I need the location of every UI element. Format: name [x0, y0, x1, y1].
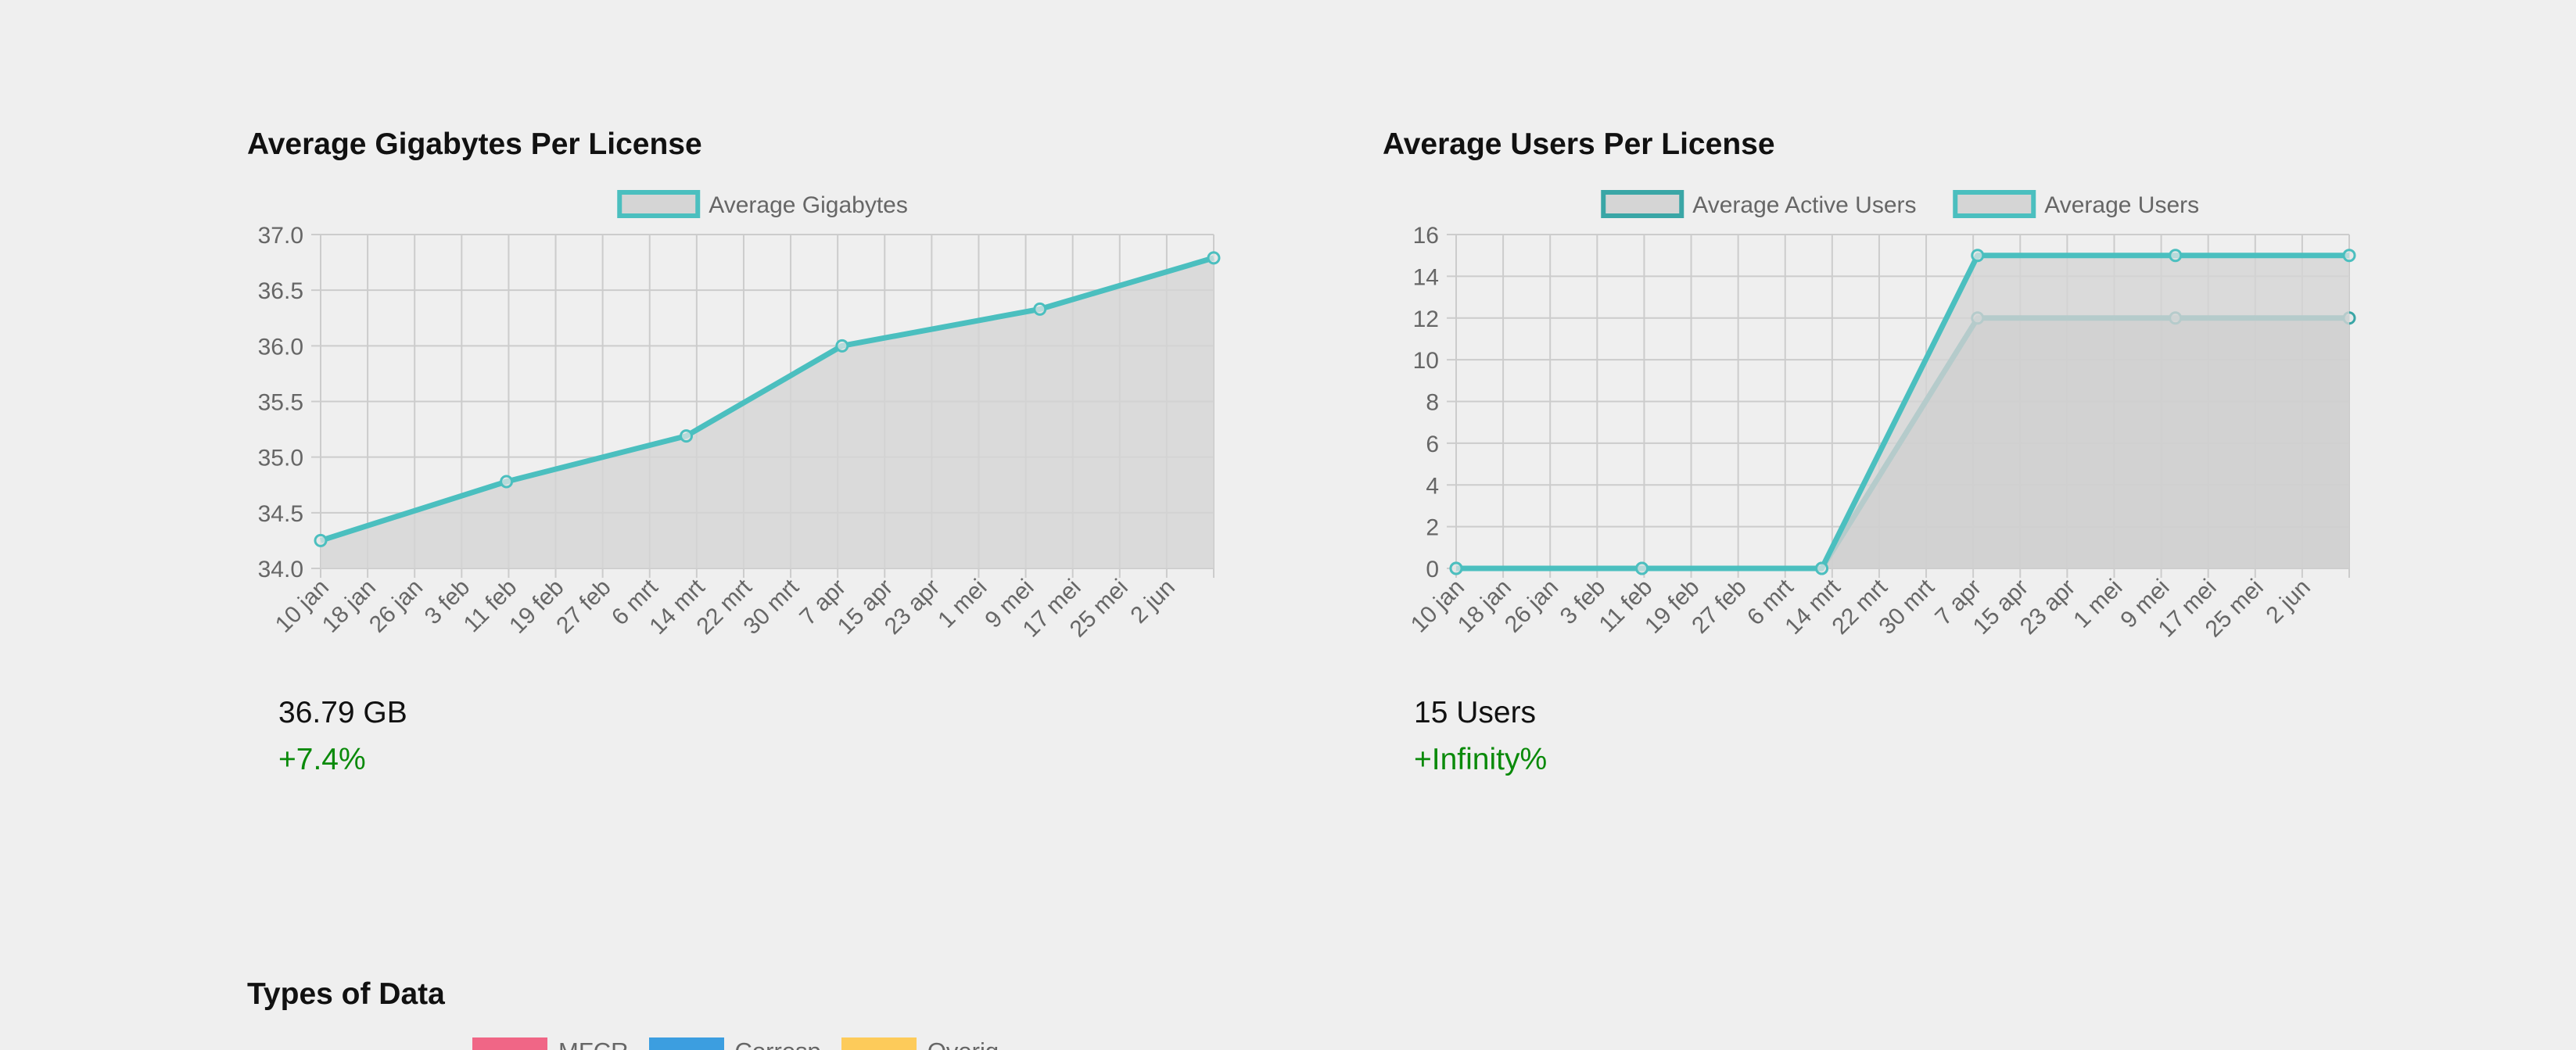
- users-y-tick-label: 4: [1426, 473, 1439, 499]
- gigabytes-y-tick-label: 36.5: [258, 278, 303, 304]
- types-of-data-title: Types of Data: [247, 977, 445, 1011]
- users-x-tick-label: 30 mrt: [1875, 574, 1940, 640]
- legend-swatch-average-active-users: [1601, 190, 1684, 218]
- users-x-tick-label: 1 mei: [2068, 575, 2127, 633]
- users-y-tick-label: 0: [1426, 557, 1439, 582]
- users-y-tick-label: 8: [1426, 390, 1439, 416]
- gigabytes-x-tick-label: 1 mei: [933, 575, 992, 633]
- users-x-tick-label: 18 jan: [1453, 575, 1516, 638]
- users-x-tick-label: 2 jun: [2262, 575, 2316, 629]
- users-y-axis: 0 2 4 6 8 10 12 14 16: [1413, 223, 1439, 582]
- gigabytes-x-tick-label: 2 jun: [1126, 575, 1180, 629]
- users-x-tick-label: 27 feb: [1687, 575, 1751, 639]
- legend-item-overig[interactable]: Overig: [841, 1037, 999, 1050]
- users-y-tick-label: 2: [1426, 515, 1439, 541]
- data-point[interactable]: [1971, 249, 1985, 263]
- gigabytes-chart-panel: Average Gigabytes Per License Average Gi…: [235, 0, 1329, 860]
- gigabytes-y-axis: 34.0 34.5 35.0 35.5 36.0 36.5 37.0: [258, 223, 303, 582]
- series-line-average-users: [1456, 253, 2349, 572]
- legend-swatch-corresp: [648, 1037, 724, 1050]
- gigabytes-current-value: 36.79 GB: [278, 696, 407, 729]
- gigabytes-x-tick-label: 30 mrt: [739, 574, 805, 640]
- legend-item-average-users[interactable]: Average Users: [1953, 190, 2199, 218]
- types-of-data-section: Types of Data MFCR Corresp Overig: [247, 977, 1342, 1050]
- legend-swatch-average-users: [1953, 190, 2036, 218]
- gigabytes-legend: Average Gigabytes: [617, 190, 908, 218]
- gigabytes-x-tick-label: 26 jan: [364, 575, 428, 638]
- data-point[interactable]: [1815, 561, 1829, 575]
- users-x-tick-label: 10 jan: [1406, 575, 1469, 638]
- data-point[interactable]: [2169, 249, 2183, 263]
- series-average-users: [1449, 249, 2356, 575]
- gigabytes-y-tick-label: 35.5: [258, 390, 303, 416]
- data-point[interactable]: [835, 339, 849, 353]
- legend-label-corresp: Corresp: [735, 1037, 821, 1050]
- users-y-tick-label: 6: [1426, 432, 1439, 457]
- users-y-tick-label: 10: [1413, 348, 1439, 374]
- gigabytes-change-percent: +7.4%: [278, 743, 366, 776]
- legend-item-average-gigabytes[interactable]: Average Gigabytes: [617, 190, 908, 218]
- gigabytes-line-chart: Average Gigabytes 34.0 34.5 35.0 35.5 36.0 36.…: [258, 190, 1221, 643]
- legend-label-overig: Overig: [927, 1037, 999, 1050]
- users-y-tick-label: 16: [1413, 223, 1439, 249]
- types-of-data-legend: MFCR Corresp Overig: [472, 1037, 999, 1050]
- users-line-chart: Average Active Users Average Users 0 2 4 6 8 10…: [1406, 190, 2356, 643]
- gigabytes-x-tick-label: 27 feb: [551, 575, 615, 639]
- series-line-average-gigabytes: [319, 255, 1214, 543]
- data-point[interactable]: [680, 429, 694, 443]
- data-point[interactable]: [1207, 251, 1221, 265]
- data-point[interactable]: [2342, 249, 2356, 263]
- series-area-average-gigabytes: [321, 257, 1214, 568]
- series-average-gigabytes: [314, 251, 1221, 568]
- users-current-value: 15 Users: [1414, 696, 1537, 729]
- users-chart-title: Average Users Per License: [1383, 127, 1775, 161]
- legend-item-mfcr[interactable]: MFCR: [472, 1037, 629, 1050]
- users-x-tick-label: 26 jan: [1500, 575, 1563, 638]
- gigabytes-y-tick-label: 34.5: [258, 501, 303, 527]
- gigabytes-chart-title: Average Gigabytes Per License: [247, 127, 702, 161]
- gigabytes-x-tick-label: 18 jan: [318, 575, 381, 638]
- users-chart-panel: Average Users Per License Average Active…: [1370, 0, 2465, 860]
- gigabytes-x-tick-label: 10 jan: [271, 575, 334, 638]
- gigabytes-y-tick-label: 36.0: [258, 334, 303, 360]
- legend-item-corresp[interactable]: Corresp: [648, 1037, 821, 1050]
- gigabytes-y-tick-label: 35.0: [258, 446, 303, 471]
- legend-swatch-mfcr: [472, 1037, 547, 1050]
- users-legend: Average Active Users Average Users: [1601, 190, 2199, 218]
- data-point[interactable]: [500, 475, 514, 489]
- gigabytes-y-tick-label: 37.0: [258, 223, 303, 249]
- legend-label-average-gigabytes: Average Gigabytes: [709, 192, 908, 218]
- data-point[interactable]: [1033, 302, 1047, 316]
- data-point[interactable]: [1449, 561, 1463, 575]
- legend-label-mfcr: MFCR: [558, 1037, 629, 1050]
- data-point[interactable]: [314, 533, 328, 547]
- users-y-tick-label: 14: [1413, 264, 1439, 290]
- data-point[interactable]: [1635, 561, 1649, 575]
- users-y-tick-label: 12: [1413, 306, 1439, 332]
- legend-swatch-overig: [841, 1037, 917, 1050]
- legend-label-average-active-users: Average Active Users: [1692, 192, 1916, 218]
- legend-label-average-users: Average Users: [2044, 192, 2199, 218]
- gigabytes-y-tick-label: 34.0: [258, 557, 303, 582]
- legend-swatch-average-gigabytes: [617, 190, 701, 218]
- legend-item-average-active-users[interactable]: Average Active Users: [1601, 190, 1917, 218]
- users-change-percent: +Infinity%: [1414, 743, 1548, 776]
